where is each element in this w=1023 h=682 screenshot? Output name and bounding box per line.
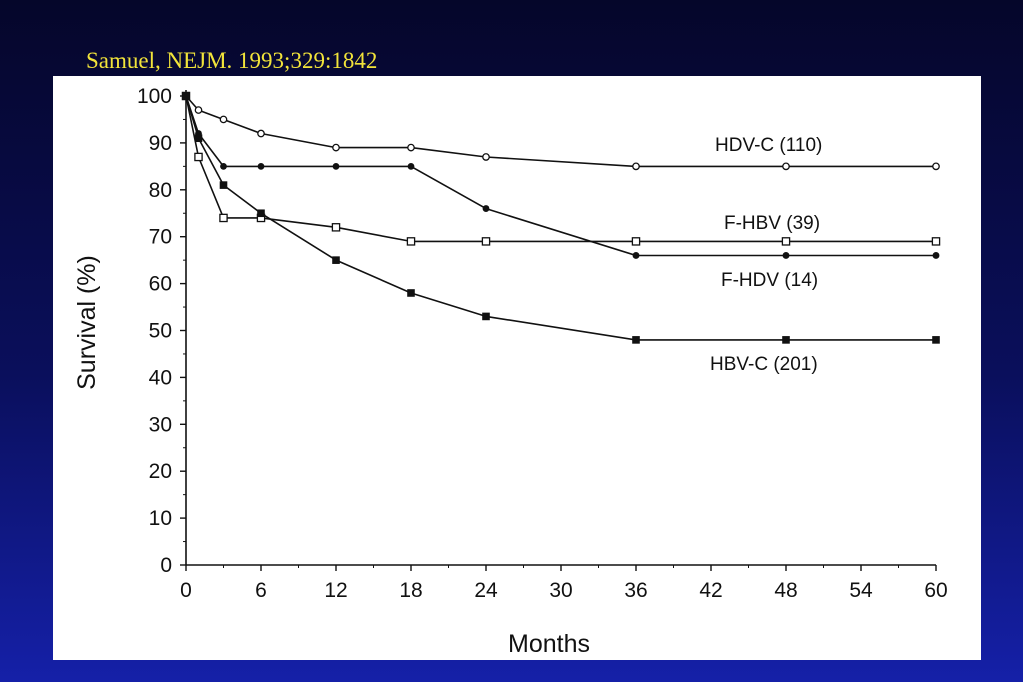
data-point (632, 162, 640, 171)
y-tick-label: 70 (149, 226, 172, 249)
survival-chart: 0 10 20 30 40 50 60 70 80 90 100 0 6 12 18 24 30 36 42 48 54… (73, 85, 948, 658)
data-point (406, 237, 416, 246)
series-line (185, 95, 936, 257)
x-tick-label: 24 (474, 579, 498, 602)
x-tick-label: 42 (699, 579, 722, 602)
x-tick-label: 0 (180, 579, 192, 602)
citation-text: Samuel, NEJM. 1993;329:1842 (86, 48, 378, 73)
data-point (257, 162, 265, 170)
data-point (407, 289, 415, 297)
y-tick-label: 0 (160, 554, 172, 577)
series-label: HBV-C (201) (710, 354, 818, 375)
data-point (482, 205, 490, 212)
data-point (782, 336, 790, 344)
data-point (782, 162, 790, 171)
y-tick-label: 80 (149, 179, 172, 202)
data-point (781, 237, 791, 246)
data-point (331, 223, 341, 232)
y-tick-label: 100 (137, 85, 172, 108)
data-point (632, 336, 640, 344)
series-line (185, 95, 936, 168)
data-point (194, 152, 203, 162)
x-tick-label: 18 (399, 579, 422, 602)
y-tick-label: 30 (149, 413, 172, 436)
y-tick-label: 40 (149, 366, 172, 389)
data-point (219, 181, 228, 189)
data-point (632, 252, 640, 259)
data-point (782, 252, 790, 259)
series-line (185, 95, 936, 341)
data-point (932, 252, 940, 259)
x-tick-label: 30 (549, 579, 572, 602)
x-tick-label: 54 (849, 579, 873, 602)
y-tick-label: 60 (149, 273, 172, 296)
series-line (185, 95, 936, 243)
data-point (932, 336, 940, 344)
data-point (932, 162, 940, 171)
data-point (332, 143, 340, 152)
data-point (631, 237, 641, 246)
data-point (219, 115, 228, 124)
data-point (219, 213, 228, 223)
y-tick-label: 90 (149, 132, 172, 155)
data-point (931, 237, 941, 246)
data-point (407, 143, 415, 152)
x-axis-title: Months (508, 630, 590, 658)
data-point (482, 312, 490, 321)
x-tick-label: 6 (255, 579, 267, 602)
y-tick-label: 20 (149, 460, 172, 483)
survival-chart-panel: 0 10 20 30 40 50 60 70 80 90 100 0 6 12 18 24 30 36 42 48 54… (53, 76, 981, 660)
data-point (332, 162, 340, 170)
data-point (257, 129, 265, 138)
series-label: HDV-C (110) (715, 135, 822, 156)
data-point (481, 237, 491, 246)
data-point (220, 162, 227, 170)
data-point (257, 209, 265, 218)
x-tick-label: 60 (924, 579, 947, 602)
x-tick-label: 48 (774, 579, 797, 602)
data-point (407, 162, 415, 170)
y-tick-label: 10 (149, 507, 172, 530)
x-tick-label: 36 (624, 579, 647, 602)
series-label: F-HDV (14) (721, 270, 818, 291)
series-label: F-HBV (39) (724, 213, 820, 234)
y-axis-title: Survival (%) (73, 255, 101, 390)
y-tick-label: 50 (149, 320, 172, 343)
x-tick-label: 12 (324, 579, 347, 602)
data-point (194, 134, 203, 143)
data-point (332, 256, 340, 264)
data-point (194, 106, 203, 114)
data-point (182, 92, 190, 100)
data-point (482, 153, 490, 161)
